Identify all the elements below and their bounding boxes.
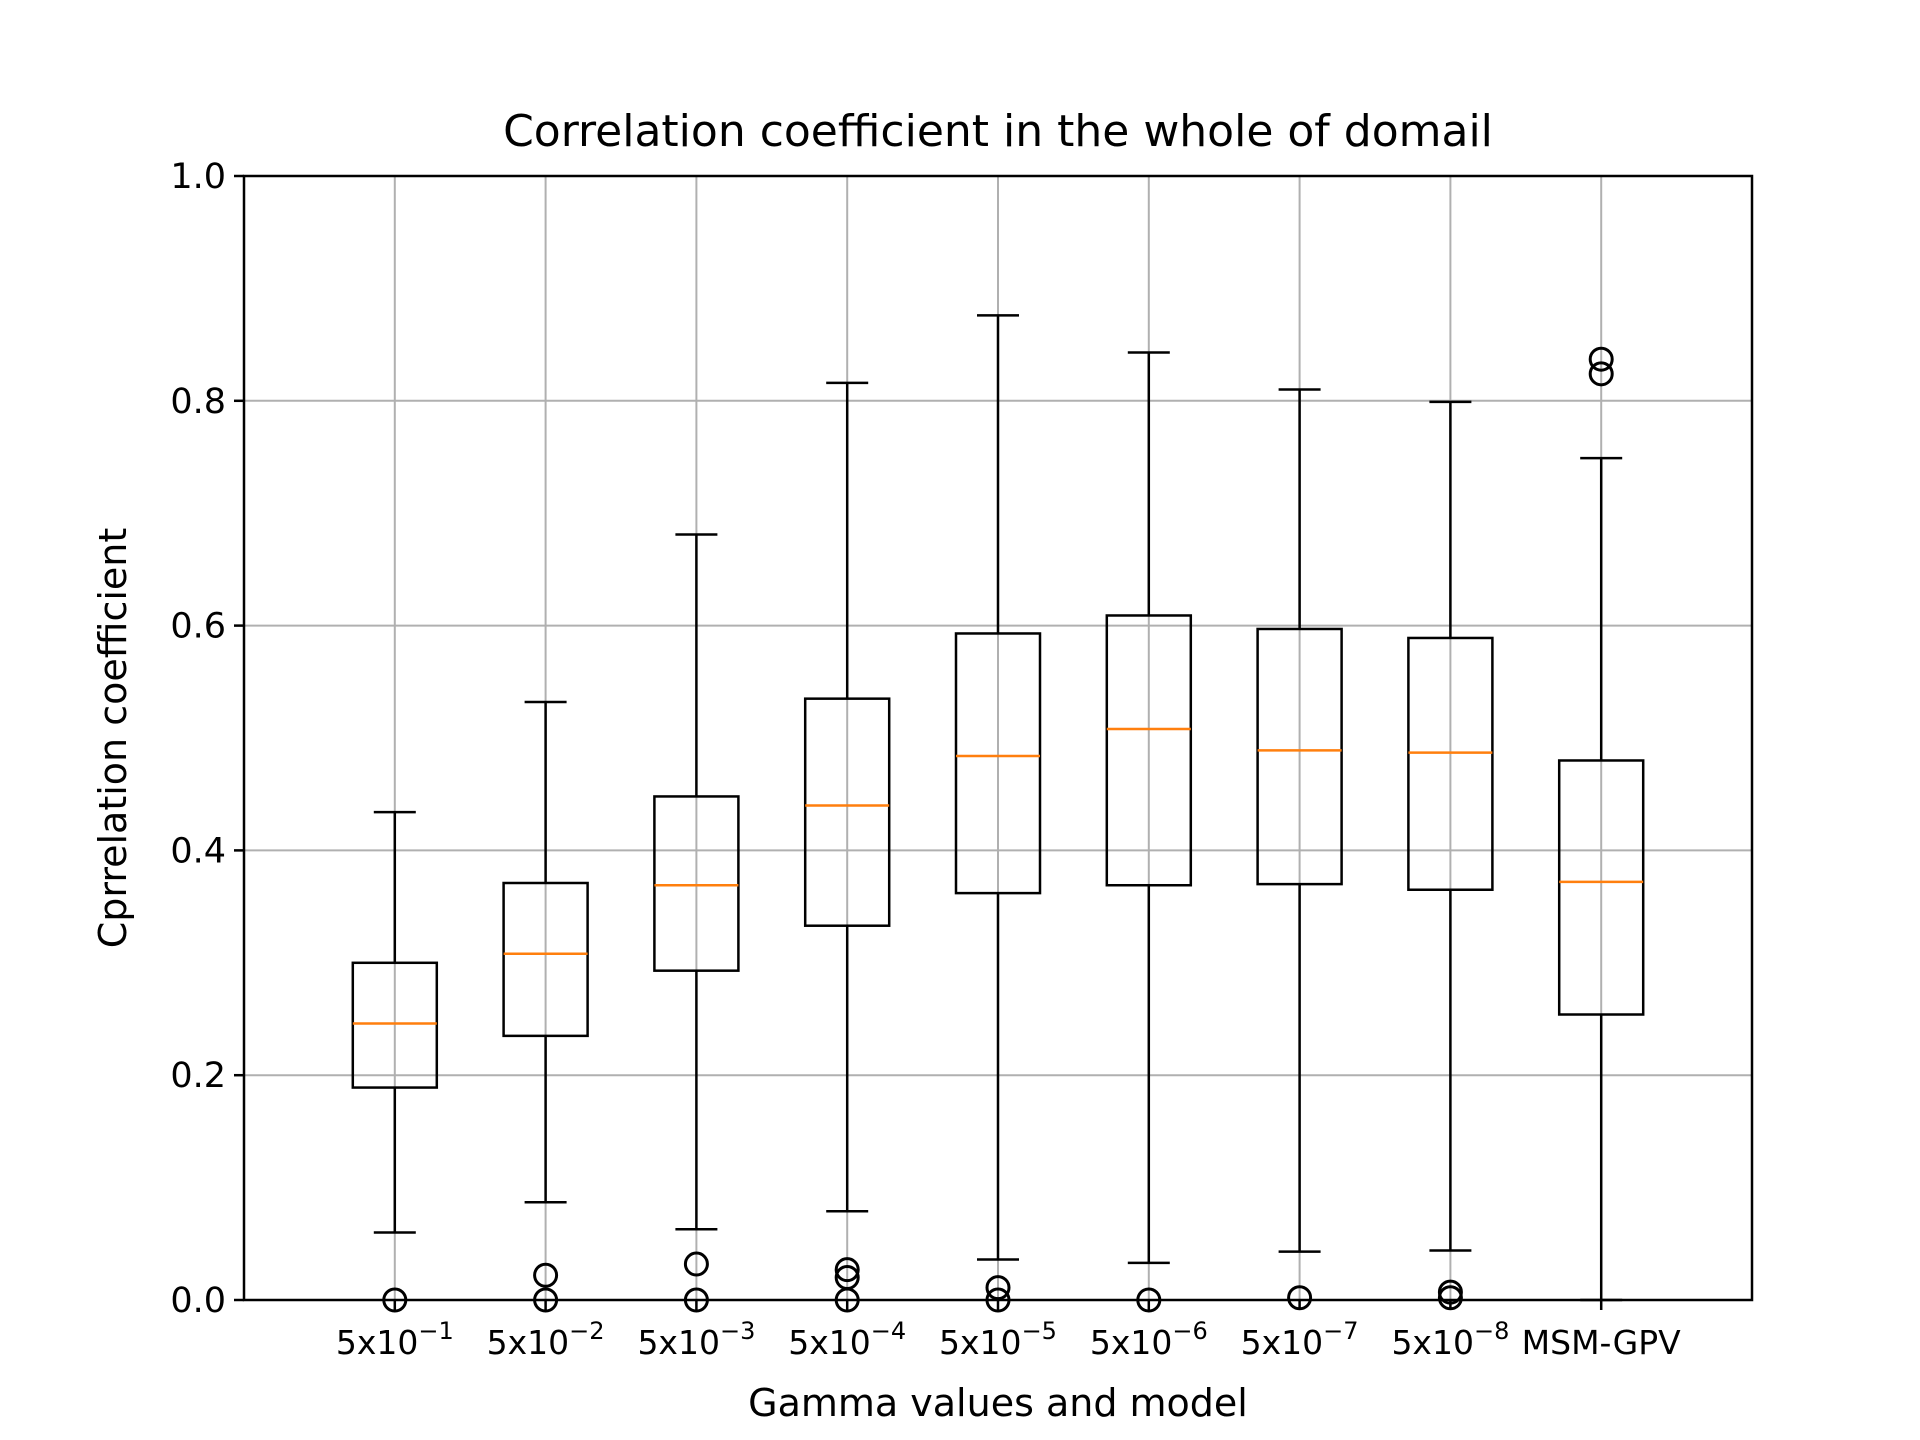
- x-tick-label: MSM-GPV: [1522, 1323, 1681, 1362]
- box-iqr: [1557, 759, 1645, 1016]
- x-tick-label-base: 5x10: [939, 1323, 1022, 1362]
- x-tick-label-exponent: −1: [418, 1317, 453, 1345]
- x-tick-label: 5x10−5: [939, 1317, 1057, 1362]
- x-tick-label-base: 5x10: [637, 1323, 720, 1362]
- outlier-point: [985, 1275, 1011, 1301]
- x-tick-label-exponent: −3: [720, 1317, 755, 1345]
- box-iqr: [653, 795, 740, 972]
- y-axis: 0.0 0.2 0.4 0.6 0.8 1.0: [170, 157, 244, 1321]
- box-group: [803, 381, 891, 1313]
- x-tick-label-base: 5x10: [788, 1323, 871, 1362]
- outlier-point: [1588, 346, 1614, 372]
- x-tick-label-base: 5x10: [336, 1323, 419, 1362]
- boxes-layer: [351, 314, 1645, 1313]
- x-tick-label-base: 5x10: [1391, 1323, 1474, 1362]
- y-tick-label: 0.0: [170, 1281, 226, 1321]
- y-axis-label: Cprrelation coefficient: [91, 528, 135, 949]
- box-iqr: [1105, 614, 1193, 887]
- x-tick-label: 5x10−2: [487, 1317, 605, 1362]
- box-iqr: [954, 632, 1042, 895]
- box-group: [1256, 388, 1343, 1311]
- x-tick-label-exponent: −5: [1022, 1317, 1057, 1345]
- box-group: [502, 700, 589, 1313]
- x-axis: 5x10−1 5x10−2 5x10−3 5x10−4 5x10−5 5x10−6 5x10…: [336, 1300, 1681, 1362]
- outlier-point: [834, 1265, 860, 1291]
- x-tick-label-base: 5x10: [1241, 1323, 1324, 1362]
- y-tick-label: 0.4: [170, 831, 226, 871]
- outlier-point: [834, 1257, 860, 1283]
- box-group: [954, 314, 1042, 1313]
- outlier-point: [683, 1251, 709, 1277]
- chart-title: Correlation coefficient in the whole of …: [503, 106, 1493, 157]
- outlier-point: [1588, 361, 1614, 387]
- y-tick-label: 0.8: [170, 382, 226, 422]
- x-axis-label: Gamma values and model: [748, 1381, 1248, 1425]
- box-iqr: [1256, 627, 1343, 886]
- x-tick-label: 5x10−3: [637, 1317, 755, 1362]
- box-iqr: [803, 697, 891, 927]
- x-tick-label: 5x10−4: [788, 1317, 906, 1362]
- x-tick-label: 5x10−7: [1241, 1317, 1359, 1362]
- x-tick-label: 5x10−6: [1090, 1317, 1208, 1362]
- x-tick-label-base: 5x10: [1090, 1323, 1173, 1362]
- outlier-point: [533, 1262, 559, 1288]
- box-group: [1105, 351, 1193, 1313]
- y-tick-label: 1.0: [170, 157, 226, 197]
- box-group: [653, 533, 740, 1313]
- box-iqr: [1407, 636, 1494, 891]
- x-tick-label-exponent: −4: [871, 1317, 906, 1345]
- box-iqr: [502, 881, 589, 1038]
- x-tick-label-base: MSM-GPV: [1522, 1323, 1681, 1362]
- x-tick-label: 5x10−8: [1391, 1317, 1509, 1362]
- x-tick-label: 5x10−1: [336, 1317, 454, 1362]
- x-tick-label-exponent: −7: [1323, 1317, 1358, 1345]
- x-tick-label-exponent: −8: [1474, 1317, 1509, 1345]
- y-tick-label: 0.6: [170, 607, 226, 647]
- x-tick-label-exponent: −6: [1172, 1317, 1207, 1345]
- x-tick-label-base: 5x10: [487, 1323, 570, 1362]
- box-iqr: [351, 961, 439, 1089]
- x-tick-label-exponent: −2: [569, 1317, 604, 1345]
- y-tick-label: 0.2: [170, 1056, 226, 1096]
